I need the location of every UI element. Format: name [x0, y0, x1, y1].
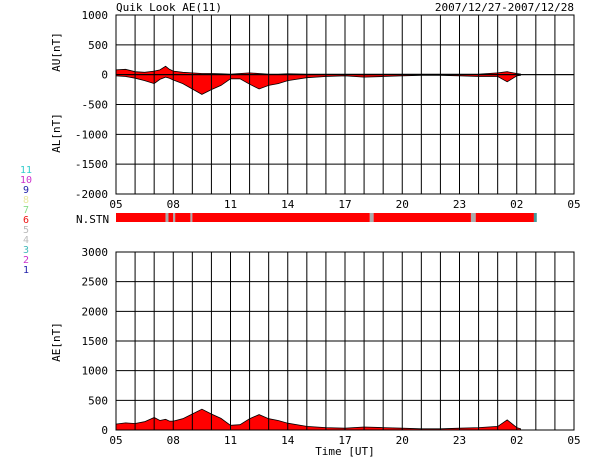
ae-x-tick-label: 23	[453, 434, 466, 447]
au-al-x-tick-label: 08	[167, 198, 180, 211]
ae-x-tick-label: 14	[281, 434, 295, 447]
station-legend-entry: 8	[23, 195, 29, 206]
ae-y-tick-label: 0	[101, 424, 108, 437]
au-al-y-tick-label: -1500	[75, 158, 108, 171]
au-axis-label: AU[nT]	[50, 32, 63, 72]
station-count-segment	[165, 213, 169, 222]
station-legend-entry: 9	[23, 185, 29, 196]
ae-y-tick-label: 2000	[82, 305, 109, 318]
au-al-x-tick-label: 23	[453, 198, 466, 211]
au-al-y-tick-label: 0	[101, 69, 108, 82]
au-series	[115, 65, 521, 76]
ae-x-tick-label: 02	[510, 434, 523, 447]
station-legend-entry: 5	[23, 225, 29, 236]
station-count-segment	[116, 213, 166, 222]
au-al-x-tick-label: 05	[567, 198, 580, 211]
ae-axis-label: AE[nT]	[50, 322, 63, 362]
ae-grid	[115, 251, 575, 431]
station-legend-entry: 10	[20, 175, 32, 186]
station-count-segment	[168, 213, 174, 222]
station-legend-entry: 6	[23, 215, 29, 226]
ae-area	[115, 408, 521, 431]
ae-x-tick-label: 11	[224, 434, 237, 447]
au-al-area	[115, 65, 521, 95]
au-al-y-tick-label: -500	[82, 99, 109, 112]
ae-y-tick-label: 1500	[82, 335, 109, 348]
ae-x-tick-label: 08	[167, 434, 180, 447]
station-count-segment	[373, 213, 471, 222]
station-legend-entry: 3	[23, 245, 29, 256]
date-range: 2007/12/27-2007/12/28	[435, 1, 574, 14]
ae-x-tick-label: 20	[396, 434, 409, 447]
station-legend-entry: 4	[23, 235, 29, 246]
station-count-bar	[116, 213, 537, 222]
au-al-x-tick-label: 05	[109, 198, 122, 211]
ae-y-tick-label: 2500	[82, 276, 109, 289]
station-count-segment	[175, 213, 191, 222]
au-al-x-tick-label: 11	[224, 198, 237, 211]
ae-x-tick-label: 05	[567, 434, 580, 447]
ae-series	[115, 408, 521, 431]
station-legend-entry: 1	[23, 265, 29, 276]
ae-y-tick-label: 500	[88, 394, 108, 407]
al-series	[115, 74, 521, 95]
station-legend-entry: 11	[20, 165, 32, 176]
ae-x-tick-label: 05	[109, 434, 122, 447]
station-legend-entry: 2	[23, 255, 29, 266]
plot-frame	[115, 251, 575, 431]
au-al-y-tick-label: 500	[88, 39, 108, 52]
au-al-x-tick-label: 02	[510, 198, 523, 211]
station-count-segment	[192, 213, 370, 222]
ae-y-tick-label: 1000	[82, 365, 109, 378]
time-axis-label: Time [UT]	[315, 445, 375, 458]
station-count-segment	[190, 213, 193, 222]
station-count-segment	[475, 213, 534, 222]
station-legend-entry: 7	[23, 205, 29, 216]
au-al-x-tick-label: 17	[338, 198, 351, 211]
station-count-segment	[533, 213, 537, 222]
au-al-grid	[115, 14, 575, 195]
au-al-x-tick-label: 14	[281, 198, 295, 211]
nstn-label: N.STN	[76, 213, 109, 226]
au-al-x-tick-label: 20	[396, 198, 409, 211]
au-al-y-tick-label: -2000	[75, 188, 108, 201]
ae-y-tick-label: 3000	[82, 246, 109, 259]
station-count-segment	[369, 213, 374, 222]
plot-frame	[115, 14, 575, 195]
chart-title: Quik Look AE(11)	[116, 1, 222, 14]
al-axis-label: AL[nT]	[50, 113, 63, 153]
station-count-segment	[173, 213, 176, 222]
au-al-y-tick-label: 1000	[82, 9, 109, 22]
station-count-segment	[470, 213, 476, 222]
au-al-y-tick-label: -1000	[75, 128, 108, 141]
ae-x-tick-label: 17	[338, 434, 351, 447]
